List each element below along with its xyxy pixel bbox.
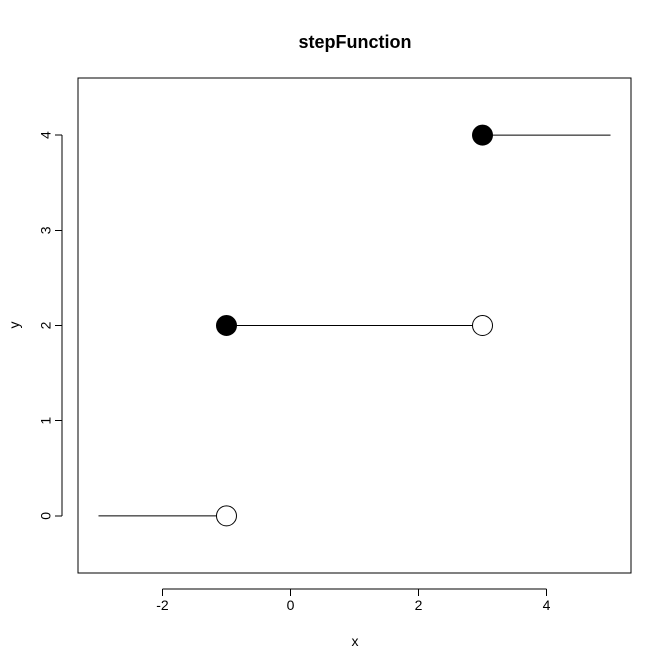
y-tick-label: 1 bbox=[38, 417, 54, 425]
x-axis: -2 0 2 4 bbox=[156, 588, 551, 613]
open-point bbox=[215, 505, 237, 527]
y-tick-label: 3 bbox=[38, 226, 54, 234]
x-axis-label: x bbox=[352, 633, 359, 649]
x-tick-label: 2 bbox=[415, 597, 423, 613]
x-tick-label: 0 bbox=[287, 597, 295, 613]
y-tick-label: 0 bbox=[38, 512, 54, 520]
chart-title: stepFunction bbox=[299, 32, 412, 52]
step-segments bbox=[98, 134, 611, 517]
y-tick-label: 2 bbox=[38, 321, 54, 329]
open-point bbox=[472, 315, 494, 336]
filled-point bbox=[472, 124, 494, 146]
x-tick-label: 4 bbox=[543, 597, 551, 613]
y-tick-label: 4 bbox=[38, 131, 54, 139]
step-points bbox=[215, 124, 494, 527]
y-axis: 0 1 2 3 4 bbox=[38, 131, 63, 520]
plot-frame bbox=[77, 77, 632, 574]
filled-point bbox=[215, 315, 237, 336]
y-axis-label: y bbox=[6, 322, 22, 329]
x-tick-label: -2 bbox=[156, 597, 169, 613]
